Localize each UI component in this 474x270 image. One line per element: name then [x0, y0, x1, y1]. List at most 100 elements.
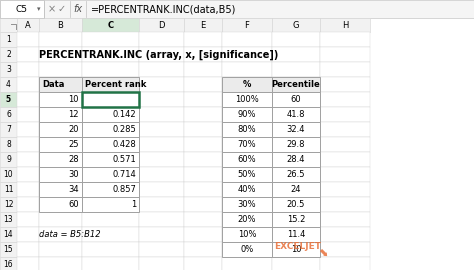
Bar [222, 77, 272, 92]
Text: 25: 25 [69, 140, 79, 149]
Bar [17, 32, 39, 47]
Text: EXCELJET: EXCELJET [274, 242, 321, 251]
Text: 0.142: 0.142 [112, 110, 136, 119]
Text: %: % [243, 80, 251, 89]
Bar [184, 197, 222, 212]
Text: 0.285: 0.285 [112, 125, 136, 134]
Bar [272, 197, 320, 212]
Bar [222, 18, 272, 32]
Text: 60%: 60% [237, 155, 256, 164]
Bar [82, 242, 139, 257]
Bar [184, 18, 222, 32]
Bar [184, 77, 222, 92]
Text: 10: 10 [291, 245, 301, 254]
Bar [272, 227, 320, 242]
Bar [82, 107, 139, 122]
Bar [82, 212, 139, 227]
Text: 26.5: 26.5 [287, 170, 305, 179]
Bar [222, 242, 272, 257]
Text: 29.8: 29.8 [287, 140, 305, 149]
Bar [222, 152, 272, 167]
Text: 70%: 70% [237, 140, 256, 149]
Bar [17, 47, 39, 62]
Bar [320, 197, 370, 212]
Bar [0, 0, 474, 18]
Bar [39, 92, 82, 107]
Bar [320, 242, 370, 257]
Bar [272, 152, 320, 167]
Bar [139, 167, 184, 182]
Text: ×: × [48, 4, 56, 14]
Bar [320, 122, 370, 137]
Bar [222, 167, 272, 182]
Bar [39, 182, 82, 197]
Bar [82, 197, 139, 212]
Bar [272, 47, 320, 62]
Bar [184, 47, 222, 62]
Bar [82, 92, 139, 107]
Text: B: B [57, 21, 64, 29]
Text: Percentile: Percentile [272, 80, 320, 89]
Text: 0.857: 0.857 [112, 185, 136, 194]
Text: ✓: ✓ [58, 4, 66, 14]
Bar [272, 122, 320, 137]
Text: 14: 14 [4, 230, 13, 239]
Text: 2: 2 [6, 50, 11, 59]
Bar [184, 92, 222, 107]
Text: E: E [201, 21, 206, 29]
Bar [0, 212, 17, 227]
Bar [184, 152, 222, 167]
Bar [39, 47, 82, 62]
Bar [17, 77, 39, 92]
Bar [39, 197, 82, 212]
Bar [222, 92, 272, 107]
Bar [17, 137, 39, 152]
Text: 0.428: 0.428 [112, 140, 136, 149]
Text: 80%: 80% [237, 125, 256, 134]
Bar [139, 32, 184, 47]
Bar [320, 32, 370, 47]
Bar [39, 107, 82, 122]
Text: D: D [158, 21, 165, 29]
Text: 0: 0 [131, 95, 136, 104]
Bar [184, 62, 222, 77]
Bar [184, 242, 222, 257]
Text: 1: 1 [6, 35, 11, 44]
Bar [0, 62, 17, 77]
Bar [320, 167, 370, 182]
Text: 100%: 100% [235, 95, 259, 104]
Bar [82, 167, 139, 182]
Bar [184, 32, 222, 47]
Bar [82, 227, 139, 242]
Bar [39, 137, 82, 152]
Bar [272, 137, 320, 152]
Bar [39, 107, 82, 122]
Bar [320, 137, 370, 152]
Bar [222, 242, 272, 257]
Bar [39, 77, 82, 92]
Bar [272, 77, 320, 92]
Text: Data: Data [42, 80, 64, 89]
Text: Percent rank: Percent rank [85, 80, 146, 89]
Bar [82, 137, 139, 152]
Bar [17, 257, 39, 270]
Bar [82, 47, 139, 62]
Bar [184, 167, 222, 182]
Bar [17, 18, 39, 32]
Bar [272, 107, 320, 122]
Text: 12: 12 [69, 110, 79, 119]
Text: fx: fx [73, 4, 82, 14]
Bar [184, 212, 222, 227]
Text: 15.2: 15.2 [287, 215, 305, 224]
Bar [39, 77, 82, 92]
Bar [272, 227, 320, 242]
Bar [139, 212, 184, 227]
Text: G: G [293, 21, 299, 29]
Bar [222, 212, 272, 227]
Bar [320, 107, 370, 122]
Text: 0.571: 0.571 [112, 155, 136, 164]
Bar [222, 197, 272, 212]
Bar [139, 227, 184, 242]
Text: 20.5: 20.5 [287, 200, 305, 209]
Text: 28: 28 [68, 155, 79, 164]
